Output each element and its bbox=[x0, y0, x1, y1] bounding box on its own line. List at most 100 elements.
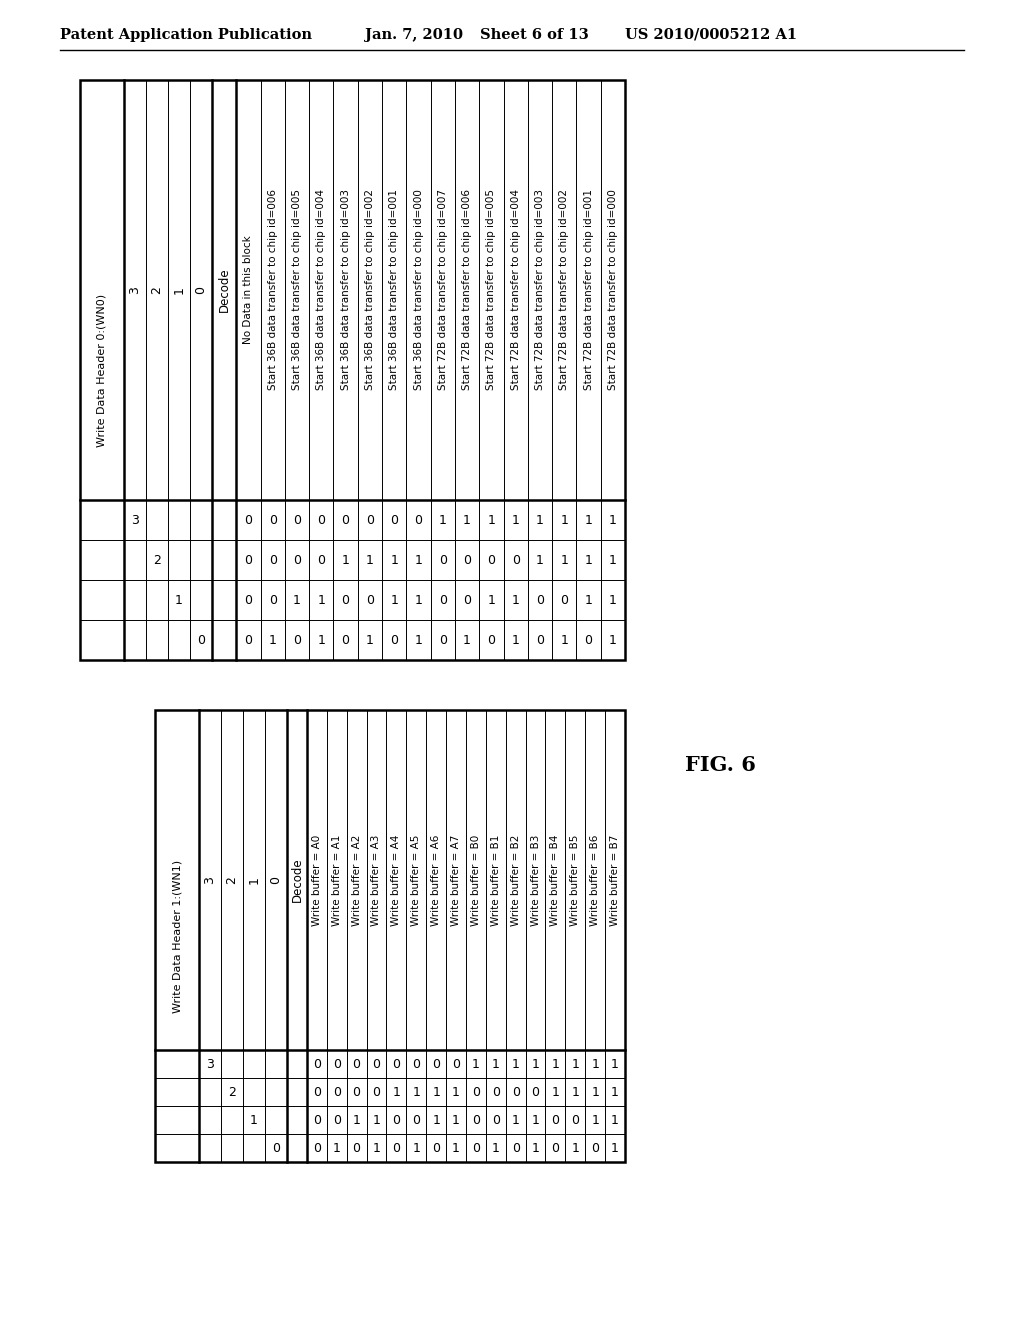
Text: 1: 1 bbox=[512, 1057, 519, 1071]
Text: 1: 1 bbox=[487, 513, 496, 527]
Text: Start 36B data transfer to chip id=006: Start 36B data transfer to chip id=006 bbox=[267, 190, 278, 391]
Text: Write buffer = A1: Write buffer = A1 bbox=[332, 834, 342, 925]
Text: 1: 1 bbox=[390, 594, 398, 606]
Text: 2: 2 bbox=[153, 553, 161, 566]
Text: 1: 1 bbox=[591, 1057, 599, 1071]
Text: Start 36B data transfer to chip id=004: Start 36B data transfer to chip id=004 bbox=[316, 190, 327, 391]
Text: Write buffer = A2: Write buffer = A2 bbox=[351, 834, 361, 925]
Text: Write Data Header 0:(WN0): Write Data Header 0:(WN0) bbox=[97, 293, 106, 446]
Text: 0: 0 bbox=[432, 1057, 440, 1071]
Text: 0: 0 bbox=[392, 1114, 400, 1126]
Text: 0: 0 bbox=[342, 634, 349, 647]
Text: 0: 0 bbox=[472, 1085, 480, 1098]
Text: 1: 1 bbox=[585, 513, 593, 527]
Text: 0: 0 bbox=[415, 513, 423, 527]
Text: 1: 1 bbox=[373, 1142, 380, 1155]
Text: 0: 0 bbox=[512, 553, 519, 566]
Text: 0: 0 bbox=[392, 1142, 400, 1155]
Text: 0: 0 bbox=[392, 1057, 400, 1071]
Text: Start 36B data transfer to chip id=003: Start 36B data transfer to chip id=003 bbox=[341, 190, 350, 391]
Text: 2: 2 bbox=[151, 286, 164, 294]
Text: 0: 0 bbox=[268, 513, 276, 527]
Text: 1: 1 bbox=[366, 634, 374, 647]
Text: 1: 1 bbox=[552, 1057, 559, 1071]
Text: Write buffer = B7: Write buffer = B7 bbox=[610, 834, 621, 925]
Text: 1: 1 bbox=[392, 1085, 400, 1098]
Text: Start 72B data transfer to chip id=001: Start 72B data transfer to chip id=001 bbox=[584, 190, 594, 391]
Text: 0: 0 bbox=[312, 1085, 321, 1098]
Text: Write buffer = A0: Write buffer = A0 bbox=[312, 834, 322, 925]
Text: 1: 1 bbox=[333, 1142, 341, 1155]
Text: 0: 0 bbox=[536, 634, 544, 647]
Text: 0: 0 bbox=[551, 1114, 559, 1126]
Text: 0: 0 bbox=[373, 1057, 381, 1071]
Text: Write buffer = B1: Write buffer = B1 bbox=[490, 834, 501, 925]
Text: FIG. 6: FIG. 6 bbox=[685, 755, 756, 775]
Text: Start 72B data transfer to chip id=002: Start 72B data transfer to chip id=002 bbox=[559, 190, 569, 391]
Text: Start 36B data transfer to chip id=002: Start 36B data transfer to chip id=002 bbox=[365, 190, 375, 391]
Text: Write buffer = A6: Write buffer = A6 bbox=[431, 834, 441, 925]
Text: 0: 0 bbox=[197, 634, 205, 647]
Bar bbox=[80, 81, 625, 660]
Text: 0: 0 bbox=[551, 1142, 559, 1155]
Text: 1: 1 bbox=[492, 1057, 500, 1071]
Text: 1: 1 bbox=[591, 1114, 599, 1126]
Text: 1: 1 bbox=[531, 1114, 540, 1126]
Text: 0: 0 bbox=[352, 1057, 360, 1071]
Text: 1: 1 bbox=[585, 594, 593, 606]
Text: 1: 1 bbox=[248, 876, 260, 884]
Text: 0: 0 bbox=[585, 634, 593, 647]
Text: 1: 1 bbox=[536, 553, 544, 566]
Text: 0: 0 bbox=[312, 1114, 321, 1126]
Text: US 2010/0005212 A1: US 2010/0005212 A1 bbox=[625, 28, 797, 42]
Text: 1: 1 bbox=[571, 1085, 580, 1098]
Text: 0: 0 bbox=[366, 513, 374, 527]
Text: Jan. 7, 2010: Jan. 7, 2010 bbox=[365, 28, 463, 42]
Text: 0: 0 bbox=[268, 553, 276, 566]
Text: Sheet 6 of 13: Sheet 6 of 13 bbox=[480, 28, 589, 42]
Text: 2: 2 bbox=[228, 1085, 236, 1098]
Text: 1: 1 bbox=[609, 634, 616, 647]
Text: 0: 0 bbox=[531, 1085, 540, 1098]
Text: 0: 0 bbox=[245, 553, 253, 566]
Text: 0: 0 bbox=[463, 553, 471, 566]
Text: Write buffer = B5: Write buffer = B5 bbox=[570, 834, 581, 925]
Text: No Data in this block: No Data in this block bbox=[244, 236, 254, 345]
Text: 1: 1 bbox=[585, 553, 593, 566]
Text: 1: 1 bbox=[611, 1085, 618, 1098]
Text: 0: 0 bbox=[352, 1142, 360, 1155]
Text: 0: 0 bbox=[487, 553, 496, 566]
Text: 1: 1 bbox=[452, 1085, 460, 1098]
Text: 0: 0 bbox=[317, 553, 326, 566]
Text: Decode: Decode bbox=[291, 858, 303, 903]
Text: Start 72B data transfer to chip id=006: Start 72B data transfer to chip id=006 bbox=[462, 190, 472, 391]
Text: 1: 1 bbox=[373, 1114, 380, 1126]
Text: 0: 0 bbox=[439, 634, 446, 647]
Text: 1: 1 bbox=[512, 1114, 519, 1126]
Text: 1: 1 bbox=[560, 634, 568, 647]
Text: Write buffer = B3: Write buffer = B3 bbox=[530, 834, 541, 925]
Text: 0: 0 bbox=[571, 1114, 580, 1126]
Text: 1: 1 bbox=[452, 1142, 460, 1155]
Text: 1: 1 bbox=[531, 1142, 540, 1155]
Text: 0: 0 bbox=[342, 594, 349, 606]
Text: 0: 0 bbox=[317, 513, 326, 527]
Text: 0: 0 bbox=[373, 1085, 381, 1098]
Text: 1: 1 bbox=[571, 1057, 580, 1071]
Text: 1: 1 bbox=[352, 1114, 360, 1126]
Text: 0: 0 bbox=[333, 1085, 341, 1098]
Text: Write Data Header 1:(WN1): Write Data Header 1:(WN1) bbox=[172, 859, 182, 1012]
Text: 1: 1 bbox=[415, 594, 423, 606]
Text: 0: 0 bbox=[293, 553, 301, 566]
Text: 0: 0 bbox=[272, 1142, 280, 1155]
Text: 3: 3 bbox=[206, 1057, 214, 1071]
Text: 1: 1 bbox=[268, 634, 276, 647]
Text: 0: 0 bbox=[463, 594, 471, 606]
Text: 0: 0 bbox=[352, 1085, 360, 1098]
Text: 0: 0 bbox=[293, 634, 301, 647]
Text: 1: 1 bbox=[512, 513, 519, 527]
Text: 0: 0 bbox=[472, 1142, 480, 1155]
Text: 1: 1 bbox=[591, 1085, 599, 1098]
Text: 0: 0 bbox=[390, 634, 398, 647]
Text: 0: 0 bbox=[333, 1057, 341, 1071]
